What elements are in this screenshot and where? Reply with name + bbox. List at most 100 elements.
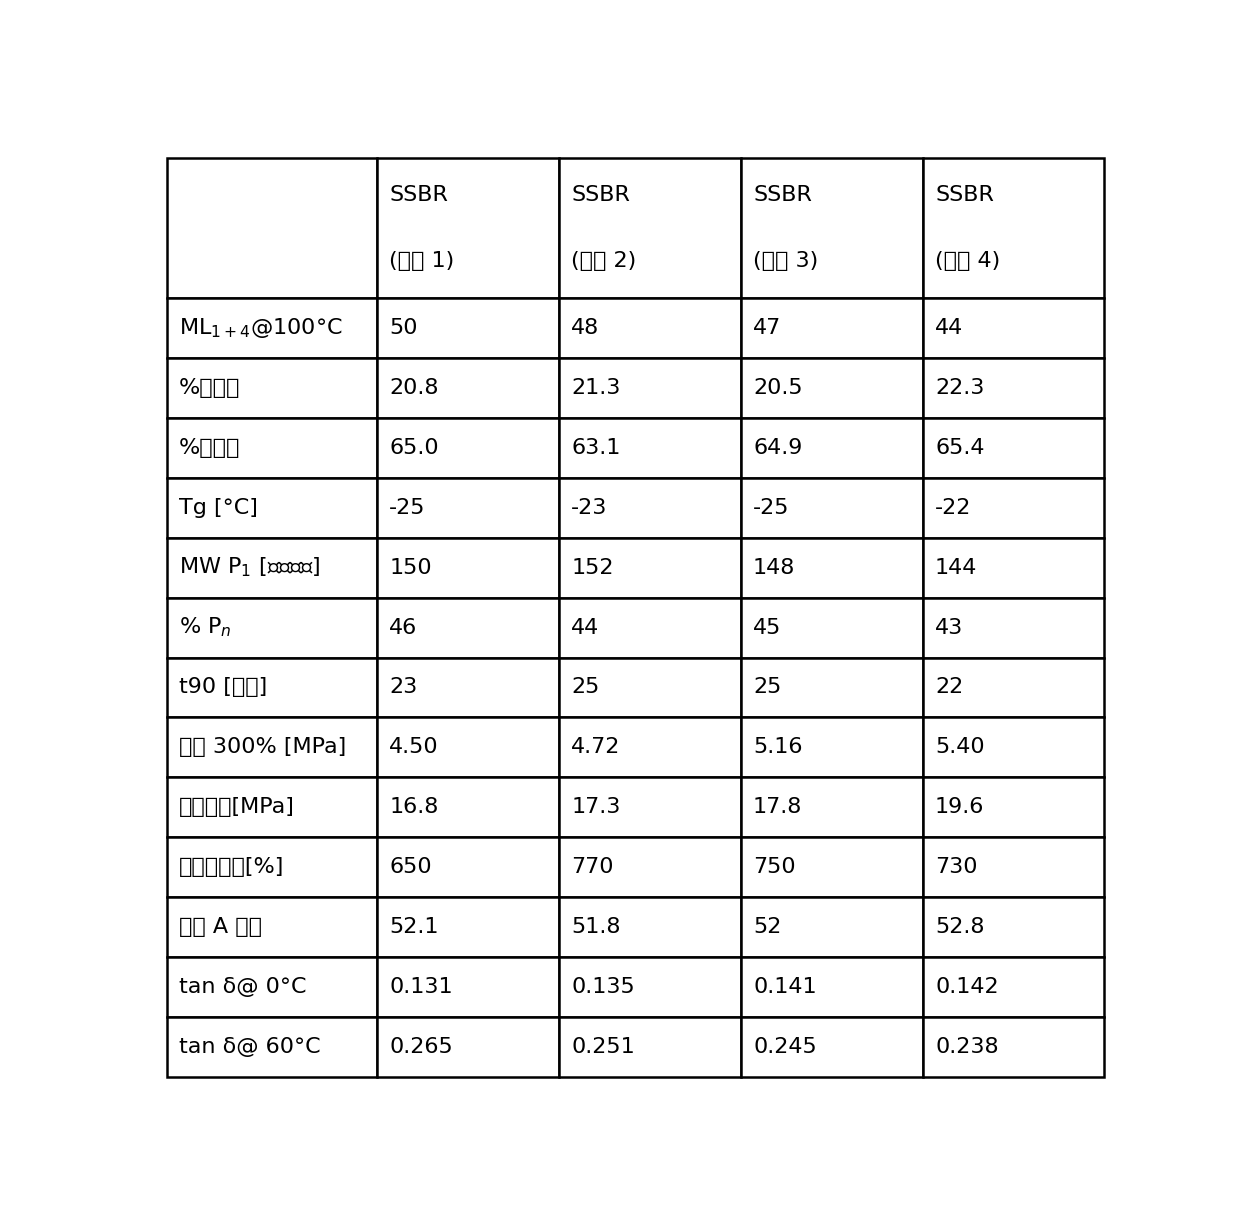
Bar — [558, 598, 740, 658]
Bar — [377, 598, 558, 658]
Text: 48: 48 — [572, 318, 599, 338]
Bar — [558, 158, 740, 297]
Bar — [923, 478, 1105, 538]
Bar — [166, 158, 377, 297]
Bar — [558, 358, 740, 418]
Text: 19.6: 19.6 — [935, 797, 985, 817]
Bar — [923, 158, 1105, 297]
Bar — [377, 418, 558, 478]
Bar — [740, 598, 923, 658]
Text: 44: 44 — [572, 618, 599, 637]
Text: 22: 22 — [935, 678, 963, 697]
Text: -22: -22 — [935, 498, 971, 517]
Text: %乙烯基: %乙烯基 — [179, 438, 241, 457]
Text: 4.72: 4.72 — [572, 737, 620, 757]
Bar — [558, 478, 740, 538]
Bar — [166, 598, 377, 658]
Bar — [923, 538, 1105, 598]
Text: 0.251: 0.251 — [572, 1037, 635, 1057]
Bar — [558, 297, 740, 358]
Text: 21.3: 21.3 — [572, 378, 620, 397]
Text: SSBR

(示例 4): SSBR (示例 4) — [935, 185, 1001, 270]
Bar — [558, 958, 740, 1018]
Text: 50: 50 — [389, 318, 418, 338]
Text: Tg [°C]: Tg [°C] — [179, 498, 258, 517]
Bar — [740, 898, 923, 958]
Text: 0.245: 0.245 — [753, 1037, 817, 1057]
Text: tan δ@ 0°C: tan δ@ 0°C — [179, 977, 306, 997]
Bar — [923, 838, 1105, 898]
Text: 51.8: 51.8 — [572, 917, 620, 937]
Bar — [166, 418, 377, 478]
Bar — [923, 658, 1105, 718]
Bar — [740, 778, 923, 838]
Bar — [166, 718, 377, 778]
Text: % P$_n$: % P$_n$ — [179, 615, 232, 640]
Text: 16.8: 16.8 — [389, 797, 439, 817]
Text: 47: 47 — [753, 318, 781, 338]
Bar — [377, 658, 558, 718]
Bar — [740, 838, 923, 898]
Bar — [377, 838, 558, 898]
Text: 0.141: 0.141 — [753, 977, 817, 997]
Bar — [558, 778, 740, 838]
Bar — [558, 1018, 740, 1077]
Text: 0.238: 0.238 — [935, 1037, 998, 1057]
Text: 64.9: 64.9 — [753, 438, 802, 457]
Text: 43: 43 — [935, 618, 963, 637]
Bar — [166, 898, 377, 958]
Bar — [740, 1018, 923, 1077]
Bar — [166, 478, 377, 538]
Text: tan δ@ 60°C: tan δ@ 60°C — [179, 1037, 321, 1057]
Text: 25: 25 — [572, 678, 599, 697]
Text: 5.40: 5.40 — [935, 737, 985, 757]
Bar — [558, 418, 740, 478]
Bar — [923, 297, 1105, 358]
Bar — [740, 658, 923, 718]
Bar — [740, 718, 923, 778]
Text: 63.1: 63.1 — [572, 438, 620, 457]
Text: 0.265: 0.265 — [389, 1037, 453, 1057]
Bar — [377, 158, 558, 297]
Text: 65.4: 65.4 — [935, 438, 985, 457]
Bar — [740, 958, 923, 1018]
Bar — [740, 297, 923, 358]
Bar — [166, 778, 377, 838]
Text: 46: 46 — [389, 618, 418, 637]
Text: 17.3: 17.3 — [572, 797, 620, 817]
Text: 52: 52 — [753, 917, 781, 937]
Text: 150: 150 — [389, 558, 432, 577]
Text: 52.8: 52.8 — [935, 917, 985, 937]
Text: 22.3: 22.3 — [935, 378, 985, 397]
Bar — [740, 538, 923, 598]
Bar — [558, 838, 740, 898]
Text: MW P$_1$ [千道尔顿]: MW P$_1$ [千道尔顿] — [179, 555, 320, 580]
Bar — [166, 658, 377, 718]
Bar — [740, 358, 923, 418]
Text: t90 [分钟]: t90 [分钟] — [179, 678, 268, 697]
Bar — [740, 478, 923, 538]
Text: -25: -25 — [753, 498, 790, 517]
Bar — [923, 898, 1105, 958]
Text: 750: 750 — [753, 857, 796, 877]
Bar — [923, 958, 1105, 1018]
Bar — [923, 718, 1105, 778]
Bar — [377, 958, 558, 1018]
Text: 17.8: 17.8 — [753, 797, 802, 817]
Bar — [377, 1018, 558, 1077]
Bar — [377, 898, 558, 958]
Text: 650: 650 — [389, 857, 432, 877]
Bar — [923, 778, 1105, 838]
Bar — [923, 418, 1105, 478]
Text: 模量 300% [MPa]: 模量 300% [MPa] — [179, 737, 346, 757]
Bar — [166, 958, 377, 1018]
Text: 断裂应力[MPa]: 断裂应力[MPa] — [179, 797, 295, 817]
Text: 44: 44 — [935, 318, 963, 338]
Text: 65.0: 65.0 — [389, 438, 439, 457]
Text: 断裂伸长率[%]: 断裂伸长率[%] — [179, 857, 284, 877]
Text: 20.8: 20.8 — [389, 378, 439, 397]
Bar — [377, 478, 558, 538]
Text: -25: -25 — [389, 498, 425, 517]
Bar — [377, 718, 558, 778]
Text: 5.16: 5.16 — [753, 737, 802, 757]
